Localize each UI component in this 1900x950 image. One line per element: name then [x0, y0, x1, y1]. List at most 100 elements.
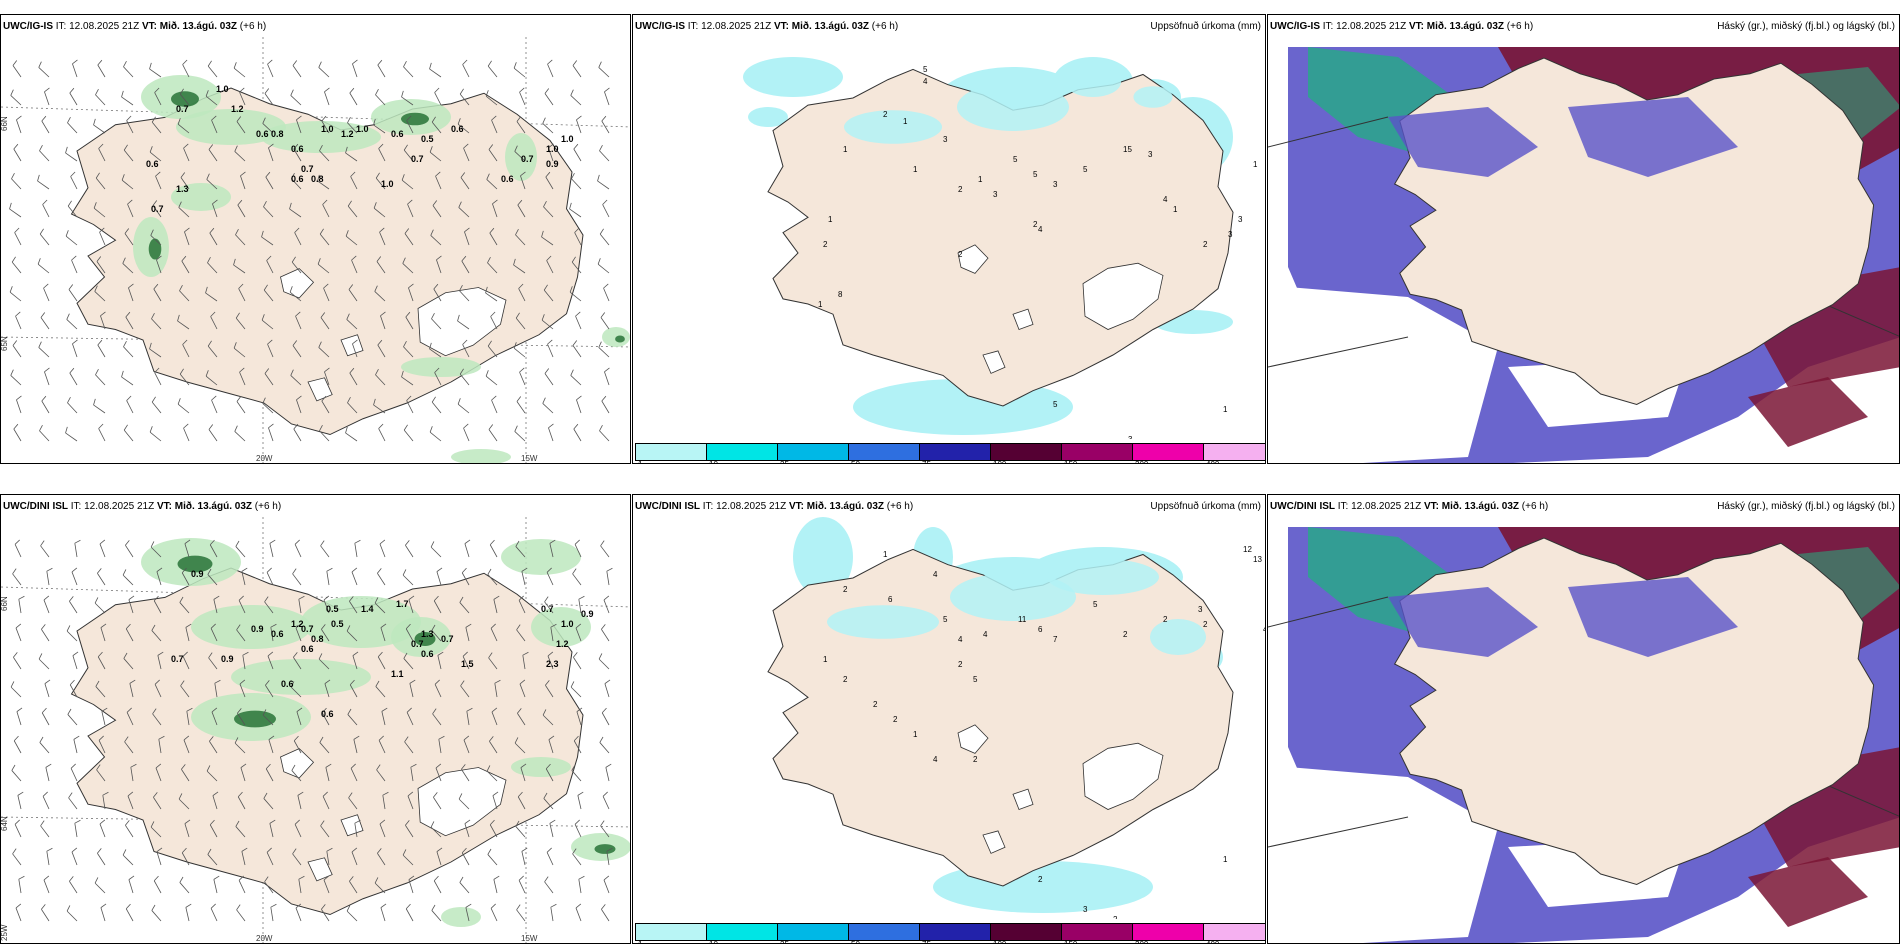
wind-barb	[40, 820, 50, 838]
wind-barb	[181, 847, 190, 866]
wind-map-1[interactable]: 0.71.01.20.6 0.80.60.70.80.61.0 1.2 1.0 0.60…	[1, 37, 631, 464]
wind-barb	[604, 679, 611, 698]
precip-value-label: 7	[1053, 635, 1058, 644]
wind-barb	[408, 595, 415, 614]
precip-value-label: 5	[943, 615, 948, 624]
wind-barb	[317, 258, 330, 274]
precip-value-label: 1.0	[381, 179, 394, 189]
wind-barb	[322, 791, 330, 810]
wind-barb	[123, 424, 134, 442]
wind-barb	[39, 425, 50, 442]
wind-barb	[97, 651, 106, 670]
wind-barb	[14, 539, 22, 558]
precip-value-label: 2	[843, 585, 848, 594]
cloud-map-1[interactable]	[1268, 37, 1900, 464]
wind-barb	[494, 679, 501, 698]
wind-barb	[598, 341, 610, 358]
wind-barb	[99, 227, 106, 246]
wind-barb	[602, 791, 610, 810]
wind-barb	[548, 423, 554, 442]
precip-map-2[interactable]: 141213272654411675223242212512221422321	[633, 517, 1266, 919]
precip-value-label: 1.7	[396, 599, 409, 609]
wind-barb	[11, 173, 22, 190]
scale-swatch	[707, 924, 778, 940]
wind-barb	[44, 367, 50, 386]
wind-barb	[319, 228, 330, 246]
wind-map-2[interactable]: 0.90.7 0.90.9 0.61.20.70.80.60.50.60.5 1.4 1…	[1, 517, 631, 944]
precip-value-label: 1.4	[361, 604, 374, 614]
precip-value-label: 0.6	[451, 124, 464, 134]
wind-barb	[151, 396, 162, 414]
precip-blob	[531, 607, 591, 647]
wind-barb	[431, 313, 442, 330]
wind-barb	[127, 199, 134, 218]
wind-barb	[270, 623, 277, 642]
wind-barb	[121, 174, 134, 190]
wind-barb	[601, 624, 610, 642]
wind-barb	[569, 286, 582, 302]
wind-barb	[11, 256, 22, 274]
scale-swatch	[1062, 924, 1133, 940]
wind-barb	[347, 397, 358, 414]
wind-barb	[70, 763, 78, 782]
precip-value-label: 3	[1238, 215, 1243, 224]
wind-barb	[493, 595, 500, 614]
precip-value-label: 2	[873, 700, 878, 709]
wind-barb	[98, 143, 106, 162]
wind-barb	[236, 904, 246, 922]
glacier	[1012, 788, 1034, 811]
precip-value-label: 0.9	[191, 569, 204, 579]
wind-barb	[293, 143, 302, 162]
wind-barb	[550, 903, 557, 922]
wind-panel-1: UWC/IG-IS IT: 12.08.2025 21Z VT: Mið. 13…	[0, 14, 631, 464]
wind-barb	[237, 708, 246, 726]
wind-barb	[74, 539, 81, 558]
precip-value-label: 5	[923, 65, 928, 74]
wind-barb	[543, 792, 554, 810]
wind-barb	[151, 116, 162, 134]
precip-map-1[interactable]: 5421312135535153412331121211281224531121	[633, 37, 1266, 439]
wind-barb	[403, 144, 414, 162]
precip-scale-2: 1 10 25 50 75 100 150 200 400	[635, 923, 1265, 943]
wind-barb	[374, 597, 386, 614]
wind-barb	[429, 146, 442, 162]
wind-barb	[487, 568, 498, 586]
precip-value-label: 0.8	[311, 174, 324, 184]
wind-barb	[462, 59, 470, 78]
wind-barb	[290, 369, 302, 386]
wind-barb	[268, 143, 274, 162]
wind-barb	[466, 707, 473, 726]
wind-barb	[12, 340, 22, 358]
wind-barb	[516, 624, 526, 642]
wind-barb	[13, 735, 22, 754]
wind-barb	[96, 764, 106, 782]
wind-barb	[102, 791, 109, 810]
precip-value-label: 0.5	[421, 134, 434, 144]
wind-barb	[183, 735, 190, 754]
glacier	[307, 377, 333, 402]
cloud-map-2[interactable]	[1268, 517, 1900, 944]
glacier	[957, 244, 989, 274]
wind-barb	[459, 368, 470, 386]
wind-barb	[459, 596, 470, 614]
wind-barb	[130, 763, 137, 782]
scale-tick-label: 25	[780, 940, 789, 943]
wind-barb	[124, 736, 134, 754]
precip-value-label: 0.6	[321, 709, 334, 719]
svg-text:15W: 15W	[521, 454, 538, 463]
wind-barb	[377, 59, 386, 78]
wind-barb	[182, 339, 190, 358]
precip-value-label: 1.1	[391, 669, 404, 679]
panel-title: UWC/IG-IS IT: 12.08.2025 21Z VT: Mið. 13…	[3, 21, 267, 32]
wind-barb	[322, 199, 330, 218]
wind-barb	[317, 174, 330, 190]
wind-barb	[268, 735, 275, 754]
wind-barb	[128, 595, 135, 614]
wind-barb	[95, 680, 106, 698]
wind-barb	[264, 88, 274, 106]
precip-value-label: 0.8	[311, 634, 324, 644]
wind-barb	[153, 875, 162, 894]
wind-barb	[37, 258, 50, 274]
wind-barb	[603, 875, 610, 894]
wind-barb	[521, 847, 528, 866]
